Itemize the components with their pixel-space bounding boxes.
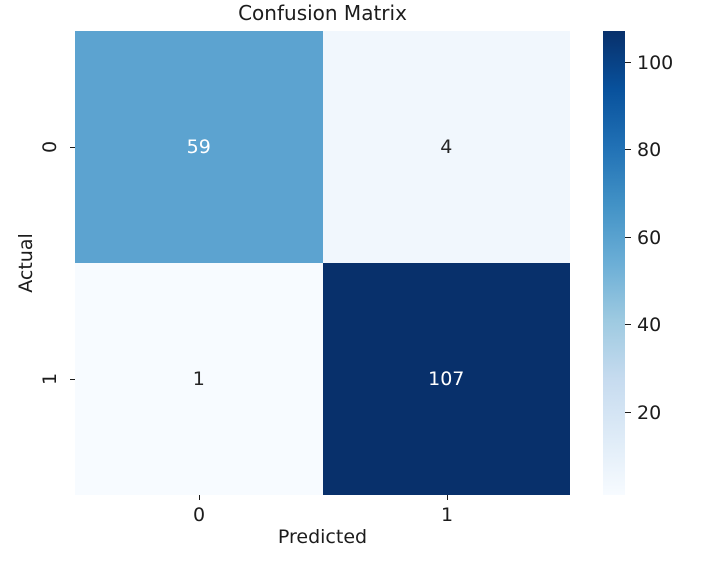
y-tick-mark-0 (70, 147, 75, 148)
cell-value: 4 (440, 136, 453, 158)
colorbar-tick-label-80: 80 (637, 139, 662, 161)
y-tick-label-0: 0 (39, 140, 61, 154)
x-tick-mark-1 (447, 495, 448, 500)
x-tick-label-0: 0 (192, 504, 206, 526)
colorbar-tick-label-60: 60 (637, 227, 662, 249)
y-tick-label-1: 1 (39, 372, 61, 386)
x-tick-label-1: 1 (440, 504, 454, 526)
x-tick-mark-0 (199, 495, 200, 500)
heatmap-cell-r1c0: 1 (75, 263, 323, 495)
colorbar-tick-mark-20 (625, 412, 631, 413)
cell-value: 1 (192, 368, 205, 390)
y-tick-mark-1 (70, 379, 75, 380)
heatmap-plot-area: 59 4 1 107 (75, 31, 570, 495)
colorbar-tick-label-100: 100 (637, 52, 674, 74)
heatmap-cell-r0c0: 59 (75, 31, 323, 263)
heatmap-cell-r0c1: 4 (322, 31, 570, 263)
colorbar-tick-label-40: 40 (637, 314, 662, 336)
colorbar-tick-mark-80 (625, 149, 631, 150)
heatmap-cell-r1c1: 107 (322, 263, 570, 495)
chart-title: Confusion Matrix (238, 1, 407, 25)
colorbar-tick-mark-100 (625, 62, 631, 63)
cell-value: 107 (428, 368, 465, 390)
colorbar-gradient (603, 31, 625, 495)
colorbar-tick-mark-60 (625, 237, 631, 238)
x-axis-label: Predicted (277, 526, 368, 548)
colorbar-tick-mark-40 (625, 324, 631, 325)
colorbar-tick-label-20: 20 (637, 402, 662, 424)
y-axis-label: Actual (15, 233, 37, 293)
cell-value: 59 (186, 136, 211, 158)
